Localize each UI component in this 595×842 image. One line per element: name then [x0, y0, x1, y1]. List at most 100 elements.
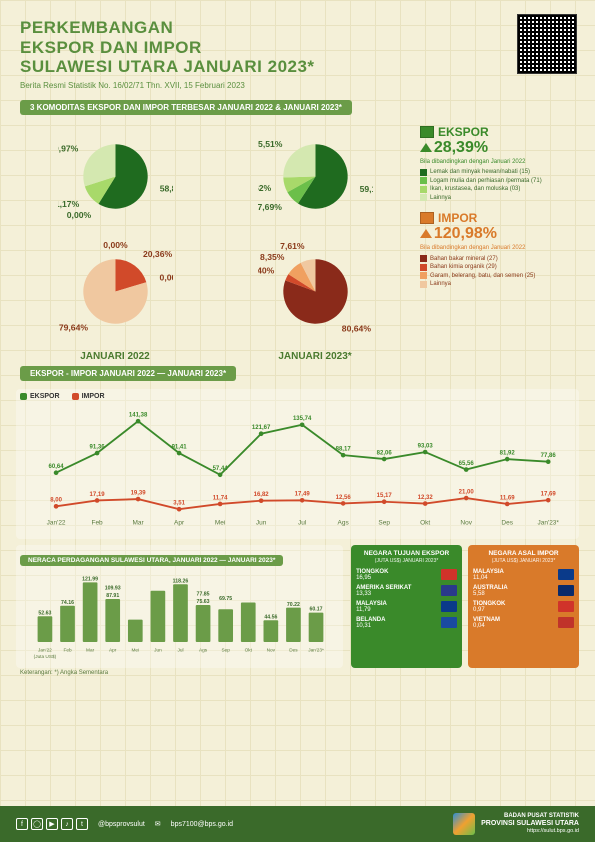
svg-text:19,39: 19,39 — [131, 490, 147, 496]
svg-text:77,86: 77,86 — [541, 453, 557, 459]
svg-text:Sep: Sep — [221, 647, 230, 653]
svg-text:8,00: 8,00 — [50, 497, 62, 503]
svg-text:0,00%: 0,00% — [103, 239, 128, 249]
svg-text:Jan'22: Jan'22 — [38, 647, 52, 653]
ekspor-title: EKSPOR — [438, 125, 489, 139]
svg-text:17,49: 17,49 — [295, 491, 311, 497]
svg-text:93,03: 93,03 — [418, 443, 434, 449]
svg-text:44.56: 44.56 — [264, 614, 277, 620]
impor-summary: IMPOR 120,98% Bila dibandingkan dengan J… — [420, 211, 575, 288]
svg-text:20,36%: 20,36% — [142, 249, 172, 259]
footnote: Keterangan: *) Angka Sementara — [20, 670, 595, 676]
svg-text:Apr: Apr — [109, 647, 117, 653]
svg-text:88,17: 88,17 — [336, 446, 352, 452]
svg-text:69.75: 69.75 — [219, 595, 232, 601]
svg-text:57,44: 57,44 — [213, 466, 229, 472]
svg-text:Ags: Ags — [199, 647, 208, 653]
svg-text:12,56: 12,56 — [336, 494, 352, 500]
svg-text:Nov: Nov — [267, 647, 276, 653]
impor-title-row: IMPOR — [420, 211, 575, 225]
svg-text:81,92: 81,92 — [500, 450, 516, 456]
legend-label-impor: IMPOR — [82, 393, 105, 400]
footer-email: bps7100@bps.go.id — [171, 821, 233, 828]
svg-text:Mar: Mar — [86, 647, 95, 653]
svg-text:Jul: Jul — [177, 647, 183, 653]
svg-text:Jul: Jul — [298, 519, 307, 526]
page-title: PERKEMBANGAN EKSPOR DAN IMPOR SULAWESI U… — [20, 18, 575, 77]
side-legend: EKSPOR 28,39% Bila dibandingkan dengan J… — [420, 119, 575, 362]
title-line-1: PERKEMBANGAN — [20, 18, 575, 38]
footer: f ◯ ▶ ♪ t @bpsprovsulut ✉ bps7100@bps.go… — [0, 806, 595, 842]
svg-text:Feb: Feb — [91, 519, 103, 526]
ekspor-title-row: EKSPOR — [420, 125, 575, 139]
pie-charts-area: 58,86%0,00%11,17%29,97% 0,00%20,36%0,00%… — [0, 119, 595, 362]
svg-text:11,69: 11,69 — [500, 495, 515, 501]
svg-text:3,51: 3,51 — [173, 500, 185, 506]
qr-code — [517, 14, 577, 74]
line-chart: EKSPOR IMPOR 60,6491,36141,3891,4157,441… — [16, 389, 579, 539]
svg-text:Okt: Okt — [245, 647, 253, 653]
svg-text:Nov: Nov — [460, 519, 472, 526]
country-box-impor: NEGARA ASAL IMPOR(JUTA US$) JANUARI 2023… — [468, 545, 579, 668]
ekspor-cube-icon — [420, 126, 434, 138]
ekspor-summary: EKSPOR 28,39% Bila dibandingkan dengan J… — [420, 125, 575, 202]
envelope-icon: ✉ — [155, 820, 161, 828]
tiktok-icon[interactable]: ♪ — [61, 818, 73, 830]
title-line-3: SULAWESI UTARA JANUARI 2023* — [20, 57, 575, 77]
facebook-icon[interactable]: f — [16, 818, 28, 830]
country-box-ekspor: NEGARA TUJUAN EKSPOR(JUTA US$) JANUARI 2… — [351, 545, 462, 668]
twitter-icon[interactable]: t — [76, 818, 88, 830]
org-line-1: BADAN PUSAT STATISTIK — [481, 813, 579, 820]
svg-text:Okt: Okt — [420, 519, 430, 526]
svg-text:58,86%: 58,86% — [159, 183, 172, 193]
legend-swatch-ekspor — [20, 393, 27, 400]
svg-text:121,67: 121,67 — [252, 425, 271, 431]
svg-text:Des: Des — [289, 647, 298, 653]
year-label-2023: JANUARI 2023* — [278, 351, 351, 362]
svg-text:77.85: 77.85 — [197, 591, 210, 597]
subtitle: Berita Resmi Statistik No. 16/02/71 Thn.… — [20, 81, 575, 90]
svg-text:8,35%: 8,35% — [260, 251, 285, 261]
up-triangle-icon — [420, 143, 432, 152]
bps-logo-icon — [453, 813, 475, 835]
svg-text:87.91: 87.91 — [106, 593, 119, 599]
org-line-2: PROVINSI SULAWESI UTARA — [481, 820, 579, 828]
svg-text:(Juta US$): (Juta US$) — [34, 654, 57, 659]
pie-column-2022: 58,86%0,00%11,17%29,97% 0,00%20,36%0,00%… — [20, 119, 210, 362]
svg-text:Ags: Ags — [338, 519, 350, 526]
org-url: https://sulut.bps.go.id — [481, 828, 579, 835]
svg-text:7,61%: 7,61% — [280, 241, 305, 251]
section-banner-commodities: 3 KOMODITAS EKSPOR DAN IMPOR TERBESAR JA… — [20, 100, 352, 115]
svg-text:141,38: 141,38 — [129, 412, 148, 418]
svg-text:Jan'22: Jan'22 — [47, 519, 66, 526]
impor-title: IMPOR — [438, 211, 477, 225]
svg-text:Des: Des — [501, 519, 513, 526]
svg-text:70.22: 70.22 — [287, 601, 300, 607]
ekspor-legend: Lemak dan minyak hewan/nabati (15)Logam … — [420, 169, 575, 202]
impor-pct: 120,98% — [434, 225, 497, 242]
up-triangle-icon — [420, 229, 432, 238]
legend-label-ekspor: EKSPOR — [30, 393, 60, 400]
svg-text:80,64%: 80,64% — [341, 323, 371, 333]
svg-text:75.63: 75.63 — [197, 599, 210, 605]
ekspor-caption: Bila dibandingkan dengan Januari 2022 — [420, 159, 575, 165]
legend-swatch-impor — [72, 393, 79, 400]
svg-text:121.99: 121.99 — [82, 576, 98, 582]
title-line-2: EKSPOR DAN IMPOR — [20, 38, 575, 58]
svg-text:17,69: 17,69 — [541, 491, 557, 497]
svg-text:25,51%: 25,51% — [258, 138, 283, 148]
instagram-icon[interactable]: ◯ — [31, 818, 43, 830]
svg-text:3,40%: 3,40% — [258, 265, 275, 275]
svg-text:52.63: 52.63 — [38, 610, 51, 616]
bar-chart-svg: 52.63Jan'2274.16Feb121.99Mar87.91109.93A… — [20, 569, 339, 659]
svg-text:59,18%: 59,18% — [359, 184, 372, 194]
social-icons: f ◯ ▶ ♪ t — [16, 818, 88, 830]
svg-text:109.93: 109.93 — [105, 585, 121, 591]
svg-text:Mei: Mei — [215, 519, 225, 526]
bottom-row: NERACA PERDAGANGAN SULAWESI UTARA, JANUA… — [16, 545, 579, 668]
pie-impor-2022: 0,00%20,36%0,00%79,64% — [58, 234, 173, 349]
footer-org: BADAN PUSAT STATISTIK PROVINSI SULAWESI … — [453, 813, 579, 835]
youtube-icon[interactable]: ▶ — [46, 818, 58, 830]
svg-text:60,64: 60,64 — [49, 464, 65, 470]
pie-impor-2023: 80,64% 3,40% 8,35%7,61% — [258, 234, 373, 349]
